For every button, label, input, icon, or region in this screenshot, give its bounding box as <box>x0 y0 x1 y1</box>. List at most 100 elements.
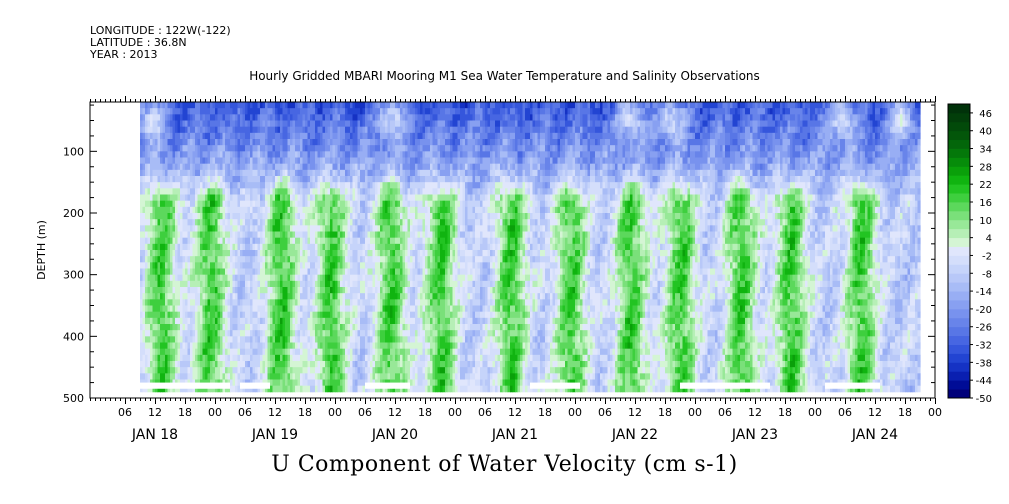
heatmap-cell <box>212 126 216 134</box>
heatmap-cell <box>155 231 159 239</box>
heatmap-cell <box>310 256 314 263</box>
heatmap-cell <box>335 182 339 189</box>
heatmap-cell <box>382 336 386 343</box>
heatmap-cell <box>222 225 226 232</box>
heatmap-cell <box>217 126 221 134</box>
heatmap-cell <box>372 243 376 251</box>
heatmap-cell <box>250 206 254 214</box>
heatmap-cell <box>215 361 219 368</box>
heatmap-cell <box>292 280 296 288</box>
heatmap-cell <box>392 336 396 343</box>
heatmap-cell <box>302 219 306 226</box>
heatmap-cell <box>152 213 156 220</box>
heatmap-cell <box>167 274 171 282</box>
heatmap-cell <box>337 231 341 239</box>
heatmap-cell <box>315 157 319 165</box>
heatmap-cell <box>145 237 149 245</box>
heatmap-cell <box>160 139 164 146</box>
heatmap-cell <box>252 126 256 134</box>
heatmap-cell <box>275 213 279 220</box>
heatmap-cell <box>387 237 391 245</box>
heatmap-cell <box>250 299 254 306</box>
heatmap-cell <box>330 324 334 331</box>
heatmap-cell <box>227 102 231 109</box>
heatmap-cell <box>392 342 396 350</box>
heatmap-cell <box>312 262 316 269</box>
heatmap-cell <box>260 274 264 282</box>
heatmap-cell <box>200 330 204 337</box>
heatmap-cell <box>245 200 249 208</box>
heatmap-cell <box>257 108 261 115</box>
heatmap-cell <box>262 299 266 306</box>
heatmap-cell <box>327 126 331 134</box>
heatmap-cell <box>242 120 246 128</box>
heatmap-cell <box>365 361 369 368</box>
heatmap-cell <box>332 330 336 337</box>
heatmap-cell <box>292 293 296 300</box>
heatmap-cell <box>395 367 399 374</box>
heatmap-cell <box>200 102 204 109</box>
heatmap-cell <box>400 182 404 189</box>
heatmap-cell <box>262 219 266 226</box>
heatmap-cell <box>292 336 296 343</box>
heatmap-cell <box>295 262 299 269</box>
heatmap-cell <box>380 194 384 202</box>
heatmap-cell <box>215 219 219 226</box>
heatmap-cell <box>142 373 146 380</box>
heatmap-cell <box>175 139 179 146</box>
heatmap-cell <box>247 373 251 380</box>
heatmap-cell <box>237 379 241 387</box>
heatmap-cell <box>315 268 319 276</box>
heatmap-cell <box>280 151 284 158</box>
heatmap-cell <box>257 243 261 251</box>
heatmap-cell <box>340 361 344 368</box>
heatmap-cell <box>165 274 169 282</box>
heatmap-cell <box>175 206 179 214</box>
heatmap-cell <box>272 151 276 158</box>
heatmap-cell <box>190 200 194 208</box>
heatmap-cell <box>257 317 261 325</box>
heatmap-cell <box>285 200 289 208</box>
heatmap-cell <box>377 169 381 177</box>
heatmap-cell <box>332 219 336 226</box>
heatmap-cell <box>295 145 299 152</box>
heatmap-cell <box>317 280 321 288</box>
heatmap-cell <box>195 330 199 337</box>
heatmap-cell <box>260 126 264 134</box>
heatmap-cell <box>320 287 324 294</box>
heatmap-cell <box>207 268 211 276</box>
heatmap-cell <box>227 243 231 251</box>
heatmap-cell <box>157 237 161 245</box>
heatmap-cell <box>157 206 161 214</box>
heatmap-cell <box>200 367 204 374</box>
heatmap-cell <box>265 120 269 128</box>
heatmap-cell <box>332 299 336 306</box>
heatmap-cell <box>220 231 224 239</box>
heatmap-cell <box>375 311 379 319</box>
heatmap-cell <box>297 219 301 226</box>
heatmap-cell <box>380 262 384 269</box>
heatmap-cell <box>352 237 356 245</box>
heatmap-cell <box>322 361 326 368</box>
heatmap-cell <box>215 330 219 337</box>
heatmap-cell <box>160 108 164 115</box>
heatmap-cell <box>157 324 161 331</box>
heatmap-cell <box>362 219 366 226</box>
heatmap-cell <box>317 336 321 343</box>
heatmap-cell <box>360 163 364 171</box>
heatmap-cell <box>270 280 274 288</box>
heatmap-cell <box>315 311 319 319</box>
heatmap-cell <box>287 163 291 171</box>
heatmap-cell <box>355 237 359 245</box>
heatmap-cell <box>205 157 209 165</box>
heatmap-cell <box>297 293 301 300</box>
heatmap-cell <box>390 330 394 337</box>
heatmap-cell <box>367 151 371 158</box>
heatmap-cell <box>205 274 209 282</box>
heatmap-cell <box>237 317 241 325</box>
heatmap-cell <box>307 139 311 146</box>
heatmap-cell <box>315 293 319 300</box>
heatmap-cell <box>187 268 191 276</box>
heatmap-cell <box>217 163 221 171</box>
heatmap-cell <box>252 102 256 109</box>
